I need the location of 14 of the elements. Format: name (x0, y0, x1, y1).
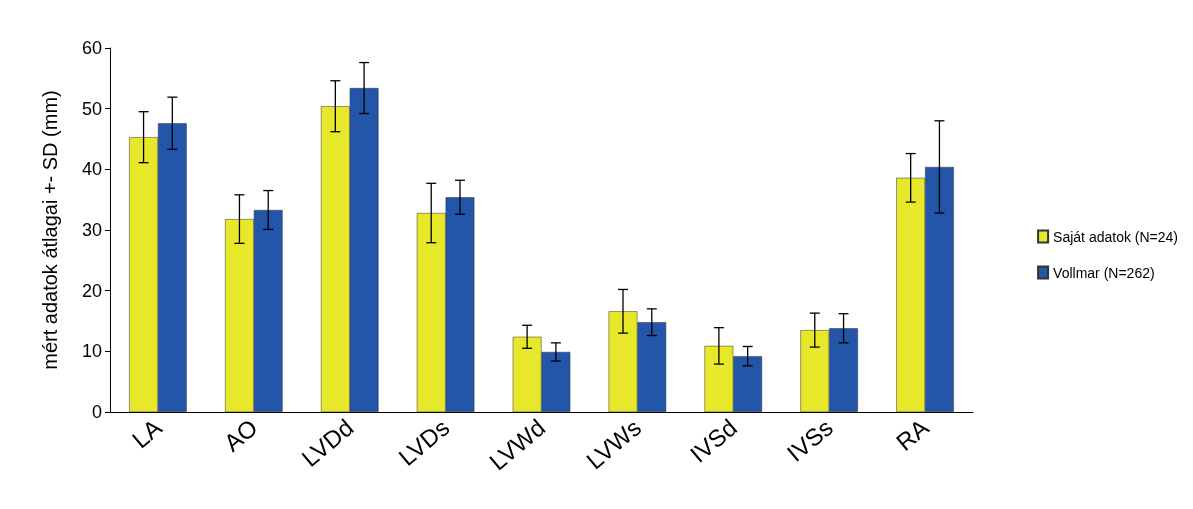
y-tick-label: 40 (81, 159, 102, 180)
x-tick-label: RA (890, 413, 934, 456)
y-tick-label: 20 (81, 280, 102, 301)
y-axis-title: mért adatok átlagai +- SD (mm) (39, 90, 61, 370)
y-tick-label: 0 (91, 402, 102, 422)
x-tick-label: IVSs (781, 413, 838, 467)
x-tick-label: LA (126, 413, 167, 454)
legend-label: Vollmar (N=262) (1053, 264, 1155, 281)
y-tick-label: 50 (81, 98, 102, 119)
x-tick-label: AO (218, 413, 263, 457)
y-tick-label: 60 (81, 38, 102, 58)
y-tick-label: 10 (81, 341, 102, 362)
legend-label: Saját adatok (N=24) (1053, 228, 1178, 245)
y-tick-label: 30 (81, 220, 102, 240)
